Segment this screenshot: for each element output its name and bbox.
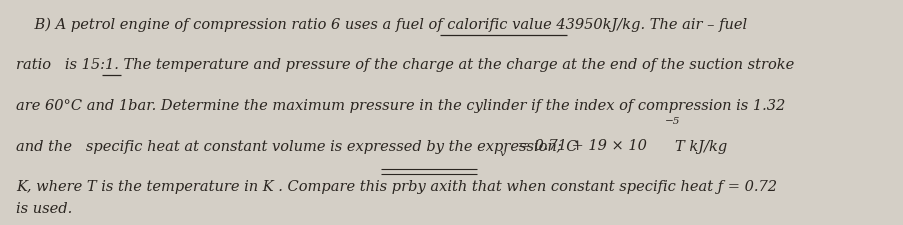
- Text: is used.: is used.: [16, 202, 72, 216]
- Text: −5: −5: [665, 117, 680, 126]
- Text: = 0.71 + 19 × 10: = 0.71 + 19 × 10: [512, 140, 646, 153]
- Text: T kJ/kg: T kJ/kg: [675, 140, 727, 153]
- Text: ratio   is 15:1. The temperature and pressure of the charge at the charge at the: ratio is 15:1. The temperature and press…: [16, 58, 794, 72]
- Text: B) A petrol engine of compression ratio 6 uses a fuel of calorific value 43950kJ: B) A petrol engine of compression ratio …: [16, 18, 747, 32]
- Text: are 60°C and 1bar. Determine the maximum pressure in the cylinder if the index o: are 60°C and 1bar. Determine the maximum…: [16, 99, 785, 113]
- Text: K, where T is the temperature in K . Compare this prby axith that when constant : K, where T is the temperature in K . Com…: [16, 180, 777, 194]
- Text: v: v: [499, 148, 505, 157]
- Text: and the   specific heat at constant volume is expressed by the expression; C: and the specific heat at constant volume…: [16, 140, 577, 153]
